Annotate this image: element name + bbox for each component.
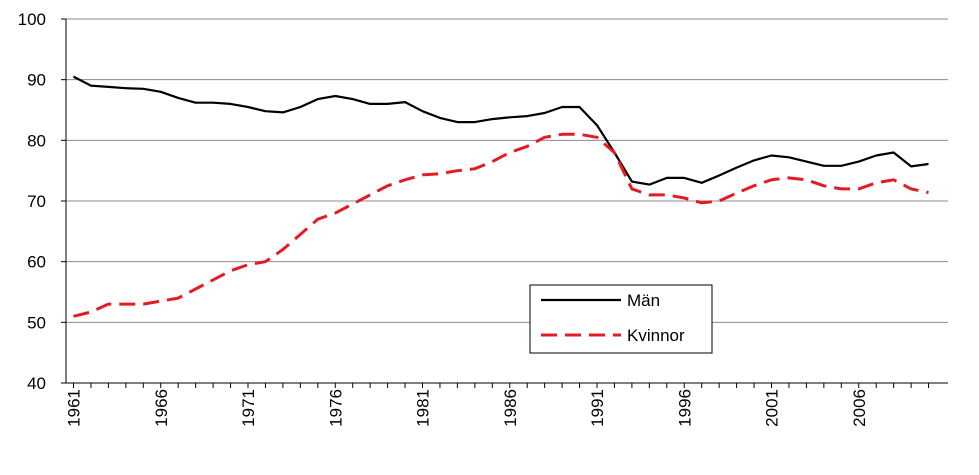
y-tick-label: 70 xyxy=(27,192,46,211)
legend-label: Kvinnor xyxy=(627,326,685,345)
x-tick-label: 1981 xyxy=(414,389,433,427)
y-tick-label: 60 xyxy=(27,253,46,272)
x-tick-label: 1991 xyxy=(588,389,607,427)
series-line-kvinnor xyxy=(73,132,929,318)
series-lines xyxy=(72,75,929,318)
gridlines xyxy=(66,18,948,323)
x-tick-label: 2006 xyxy=(850,389,869,427)
legend-label: Män xyxy=(627,291,660,310)
x-tick-label: 1971 xyxy=(239,389,258,427)
x-tick-label: 1996 xyxy=(675,389,694,427)
y-axis-tick-labels: 40 50 60 70 80 90 100 xyxy=(18,10,46,393)
x-tick-label: 2001 xyxy=(763,389,782,427)
x-tick-label: 1961 xyxy=(65,389,84,427)
legend: Män Kvinnor xyxy=(529,284,713,354)
axes xyxy=(61,18,948,388)
x-tick-label: 1976 xyxy=(326,389,345,427)
x-axis-tick-labels: 1961 1966 1971 1976 1981 1986 1991 1996 2001 2006 xyxy=(65,389,869,427)
y-tick-label: 90 xyxy=(27,71,46,90)
y-tick-label: 40 xyxy=(27,374,46,393)
x-tick-label: 1966 xyxy=(152,389,171,427)
y-tick-label: 100 xyxy=(18,10,46,29)
y-tick-label: 50 xyxy=(27,313,46,332)
y-tick-label: 80 xyxy=(27,131,46,150)
legend-box xyxy=(529,284,713,354)
x-tick-label: 1986 xyxy=(501,389,520,427)
series-line-man xyxy=(72,75,929,186)
